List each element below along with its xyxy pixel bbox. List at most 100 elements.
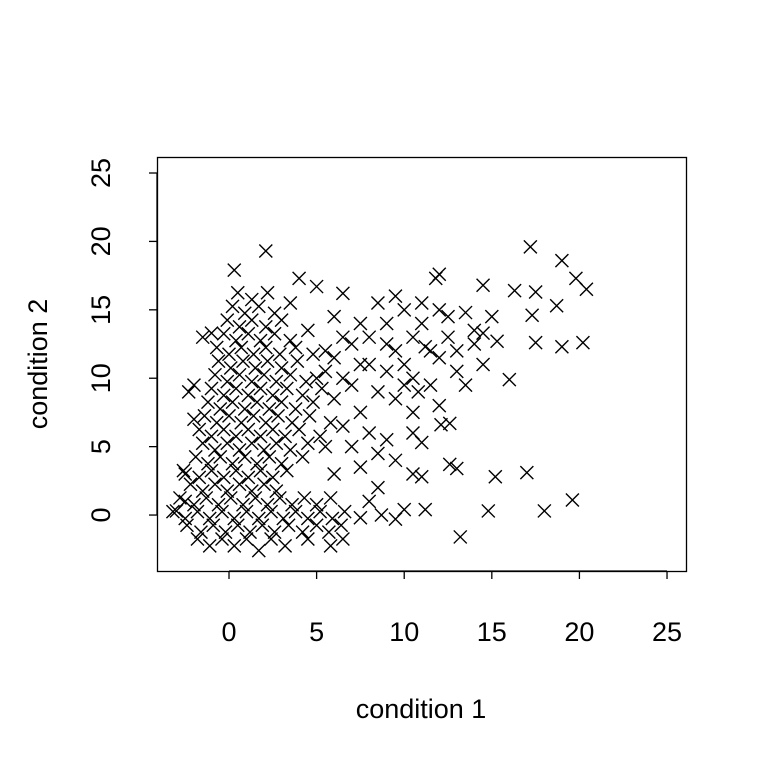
point <box>227 538 242 553</box>
point <box>565 492 580 507</box>
point <box>344 439 359 454</box>
point <box>458 305 473 320</box>
point <box>262 402 277 417</box>
point <box>281 518 296 533</box>
point <box>197 408 212 423</box>
point <box>467 337 482 352</box>
point <box>251 511 266 526</box>
x-tick-label: 25 <box>652 617 682 647</box>
point <box>244 374 259 389</box>
point <box>397 302 412 317</box>
point <box>204 326 219 341</box>
point <box>528 285 543 300</box>
point <box>300 511 315 526</box>
point <box>222 347 237 362</box>
point <box>236 354 251 369</box>
point <box>579 282 594 297</box>
point <box>258 243 273 258</box>
point <box>236 497 251 512</box>
x-tick-label: 0 <box>221 617 236 647</box>
point <box>234 415 249 430</box>
point <box>188 449 203 464</box>
point <box>379 337 394 352</box>
point <box>216 388 231 403</box>
point <box>388 289 403 304</box>
point <box>239 531 254 546</box>
point <box>442 457 457 472</box>
point <box>502 372 517 387</box>
point <box>222 408 237 423</box>
point <box>186 497 201 512</box>
point <box>250 456 265 471</box>
point <box>554 339 569 354</box>
point <box>237 402 252 417</box>
point <box>379 432 394 447</box>
point <box>230 518 245 533</box>
point <box>246 408 261 423</box>
point <box>178 467 193 481</box>
point <box>207 367 222 382</box>
point <box>260 497 275 512</box>
point <box>239 504 254 519</box>
point <box>186 412 201 427</box>
point <box>267 306 282 321</box>
point <box>258 415 273 430</box>
point <box>353 357 368 372</box>
point <box>297 490 312 505</box>
point <box>183 477 198 492</box>
point <box>434 417 449 432</box>
y-tick-label: 0 <box>86 508 116 523</box>
point <box>309 279 324 294</box>
point <box>243 525 258 540</box>
point <box>216 470 231 485</box>
point <box>269 484 284 499</box>
point <box>323 538 338 553</box>
point <box>202 538 217 553</box>
point <box>190 531 205 546</box>
point <box>225 456 240 471</box>
point <box>397 378 412 393</box>
point <box>318 439 333 454</box>
point <box>321 525 336 540</box>
point <box>207 443 222 458</box>
point <box>255 518 270 533</box>
point <box>269 436 284 451</box>
point <box>265 388 280 403</box>
point <box>423 378 438 393</box>
y-tick-label: 25 <box>86 158 116 188</box>
point <box>327 467 342 481</box>
point <box>388 343 403 358</box>
point <box>309 371 324 386</box>
point <box>274 395 289 410</box>
point <box>318 364 333 379</box>
point <box>285 415 300 430</box>
plot-frame <box>156 156 688 573</box>
point <box>229 429 244 444</box>
point <box>288 340 303 355</box>
point <box>244 292 259 307</box>
point <box>337 504 352 519</box>
point <box>229 463 244 478</box>
point <box>192 470 207 485</box>
point <box>246 347 261 362</box>
point <box>397 502 412 517</box>
point <box>253 333 268 348</box>
point <box>525 308 540 323</box>
point <box>248 490 263 505</box>
point <box>250 395 265 410</box>
point <box>554 253 569 268</box>
point <box>253 429 268 444</box>
point <box>204 463 219 478</box>
point <box>267 525 282 540</box>
point <box>379 364 394 379</box>
point <box>218 525 233 540</box>
point <box>397 357 412 372</box>
point <box>202 511 217 526</box>
point <box>178 511 193 526</box>
point <box>283 333 298 348</box>
point <box>353 510 368 525</box>
point <box>204 381 219 396</box>
point <box>432 302 447 317</box>
x-tick-label: 5 <box>309 617 324 647</box>
point <box>467 323 482 338</box>
